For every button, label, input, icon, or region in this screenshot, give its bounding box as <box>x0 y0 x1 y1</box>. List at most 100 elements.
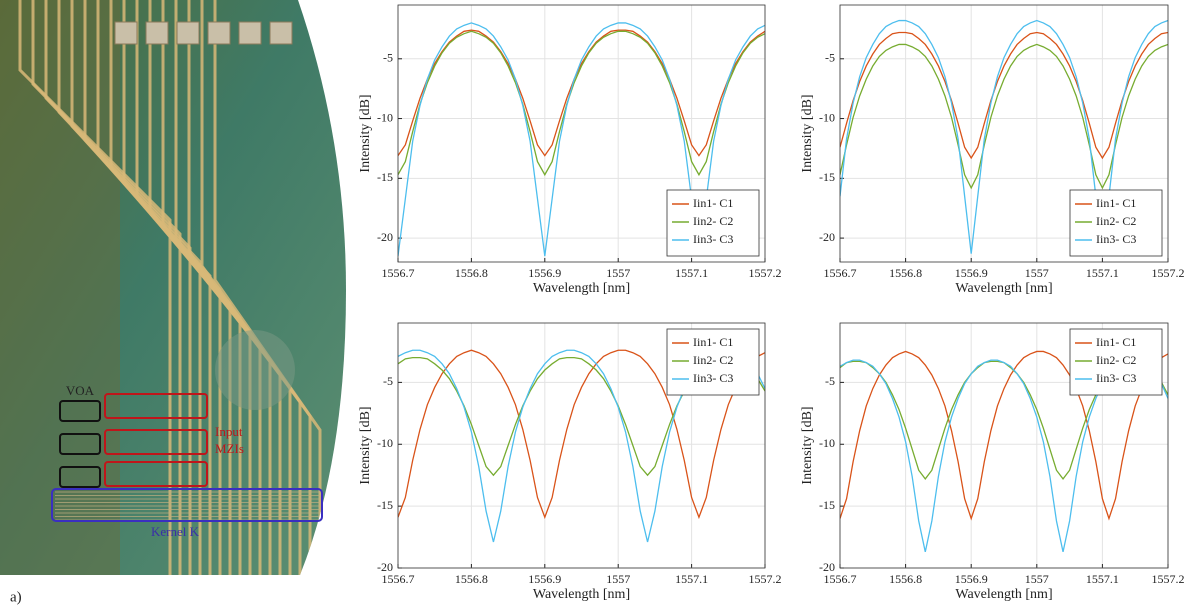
x-tick-label: 1557.2 <box>1152 572 1185 586</box>
chart: 1556.7 1556.8 1556.9 1557 1557.1 1557.2 -20 -15… <box>358 4 782 296</box>
y-tick-label: -10 <box>377 436 393 450</box>
y-tick-label: -20 <box>377 560 393 574</box>
y-tick-label: -15 <box>377 170 393 184</box>
axes-frame <box>397 4 766 263</box>
series-line <box>398 29 765 157</box>
chart: 1556.7 1556.8 1556.9 1557 1557.1 1557.2 -20 -15… <box>358 322 782 602</box>
legend-label: Iin1- C1 <box>693 196 733 210</box>
pad <box>269 21 293 45</box>
legend-label: Iin2- C2 <box>1096 214 1136 228</box>
kernel-box <box>51 488 323 522</box>
input-label: Input <box>215 424 243 439</box>
x-tick-label: 1556.9 <box>528 572 561 586</box>
x-tick-label: 1557.1 <box>1086 266 1119 280</box>
input-label: MZIs <box>215 441 244 456</box>
x-tick-label: 1556.9 <box>528 266 561 280</box>
x-tick-label: 1557 <box>606 572 630 586</box>
pad <box>176 21 200 45</box>
y-axis-label: Intensity [dB] <box>358 406 373 484</box>
legend: Iin1- C1 Iin2- C2 Iin3- C3 <box>666 189 760 257</box>
legend-box <box>1069 328 1163 396</box>
legend: Iin1- C1 Iin2- C2 Iin3- C3 <box>666 328 760 396</box>
y-tick-label: -20 <box>819 230 835 244</box>
axes-frame <box>839 4 1169 263</box>
voa-label: VOA <box>66 383 95 398</box>
y-tick-label: -10 <box>819 436 835 450</box>
y-tick-label: -10 <box>819 110 835 124</box>
axes-frame <box>397 322 766 569</box>
trace <box>18 0 172 575</box>
x-tick-label: 1556.9 <box>955 572 988 586</box>
chart: 1556.7 1556.8 1556.9 1557 1557.1 1557.2 -20 -15… <box>800 322 1185 602</box>
logo <box>215 330 295 410</box>
y-tick-label: -5 <box>825 374 835 388</box>
legend-box <box>666 189 760 257</box>
y-tick-label: -20 <box>819 560 835 574</box>
x-tick-label: 1557.2 <box>1152 266 1185 280</box>
series-line <box>840 350 1168 521</box>
pad <box>207 21 231 45</box>
legend-label: Iin3- C3 <box>693 371 733 385</box>
x-tick-label: 1556.7 <box>382 266 415 280</box>
legend-label: Iin1- C1 <box>693 335 733 349</box>
x-tick-label: 1557 <box>606 266 630 280</box>
pad <box>238 21 262 45</box>
kernel-label: Kernel K <box>151 524 200 539</box>
x-tick-label: 1556.7 <box>824 266 857 280</box>
legend-label: Iin2- C2 <box>693 214 733 228</box>
legend-label: Iin2- C2 <box>693 353 733 367</box>
legend-label: Iin1- C1 <box>1096 335 1136 349</box>
y-tick-label: -15 <box>377 498 393 512</box>
x-axis-label: Wavelength [nm] <box>955 587 1052 602</box>
series-line <box>840 31 1168 160</box>
y-axis-label: Intensity [dB] <box>358 94 373 172</box>
x-tick-label: 1557 <box>1025 572 1049 586</box>
axes-frame <box>839 322 1169 569</box>
x-axis-label: Wavelength [nm] <box>533 281 630 296</box>
panel-label: a) <box>10 589 22 605</box>
legend-box <box>1069 189 1163 257</box>
y-tick-label: -10 <box>377 110 393 124</box>
chip-photo <box>0 0 346 575</box>
x-axis-label: Wavelength [nm] <box>955 281 1052 296</box>
chart: 1556.7 1556.8 1556.9 1557 1557.1 1557.2 -20 -15… <box>800 4 1185 296</box>
x-tick-label: 1557.2 <box>749 266 782 280</box>
x-tick-label: 1556.8 <box>889 266 922 280</box>
y-tick-label: -15 <box>819 498 835 512</box>
x-tick-label: 1556.8 <box>455 266 488 280</box>
photo-annotations: VOA Input MZIs Kernel K <box>51 383 323 539</box>
x-tick-label: 1557.2 <box>749 572 782 586</box>
y-tick-label: -5 <box>383 374 393 388</box>
legend-label: Iin3- C3 <box>693 232 733 246</box>
x-tick-label: 1556.9 <box>955 266 988 280</box>
traces <box>18 0 322 575</box>
mzi-box <box>104 461 208 487</box>
voa-box <box>59 433 101 455</box>
y-tick-label: -20 <box>377 230 393 244</box>
x-tick-label: 1556.7 <box>824 572 857 586</box>
x-tick-label: 1556.8 <box>455 572 488 586</box>
x-tick-label: 1557.1 <box>1086 572 1119 586</box>
y-tick-label: -5 <box>825 51 835 65</box>
legend: Iin1- C1 Iin2- C2 Iin3- C3 <box>1069 189 1163 257</box>
pad <box>114 21 138 45</box>
x-axis-label: Wavelength [nm] <box>533 587 630 602</box>
mzi-box <box>104 429 208 455</box>
x-tick-label: 1557.1 <box>675 266 708 280</box>
legend-label: Iin3- C3 <box>1096 371 1136 385</box>
voa-box <box>59 466 101 488</box>
series-line <box>398 349 765 520</box>
y-tick-label: -5 <box>383 51 393 65</box>
legend-label: Iin3- C3 <box>1096 232 1136 246</box>
x-tick-label: 1557.1 <box>675 572 708 586</box>
voa-box <box>59 400 101 422</box>
mzi-box <box>104 393 208 419</box>
y-axis-label: Intensity [dB] <box>800 94 815 172</box>
y-tick-label: -15 <box>819 170 835 184</box>
legend: Iin1- C1 Iin2- C2 Iin3- C3 <box>1069 328 1163 396</box>
x-tick-label: 1556.7 <box>382 572 415 586</box>
legend-label: Iin1- C1 <box>1096 196 1136 210</box>
legend-label: Iin2- C2 <box>1096 353 1136 367</box>
x-tick-label: 1556.8 <box>889 572 922 586</box>
